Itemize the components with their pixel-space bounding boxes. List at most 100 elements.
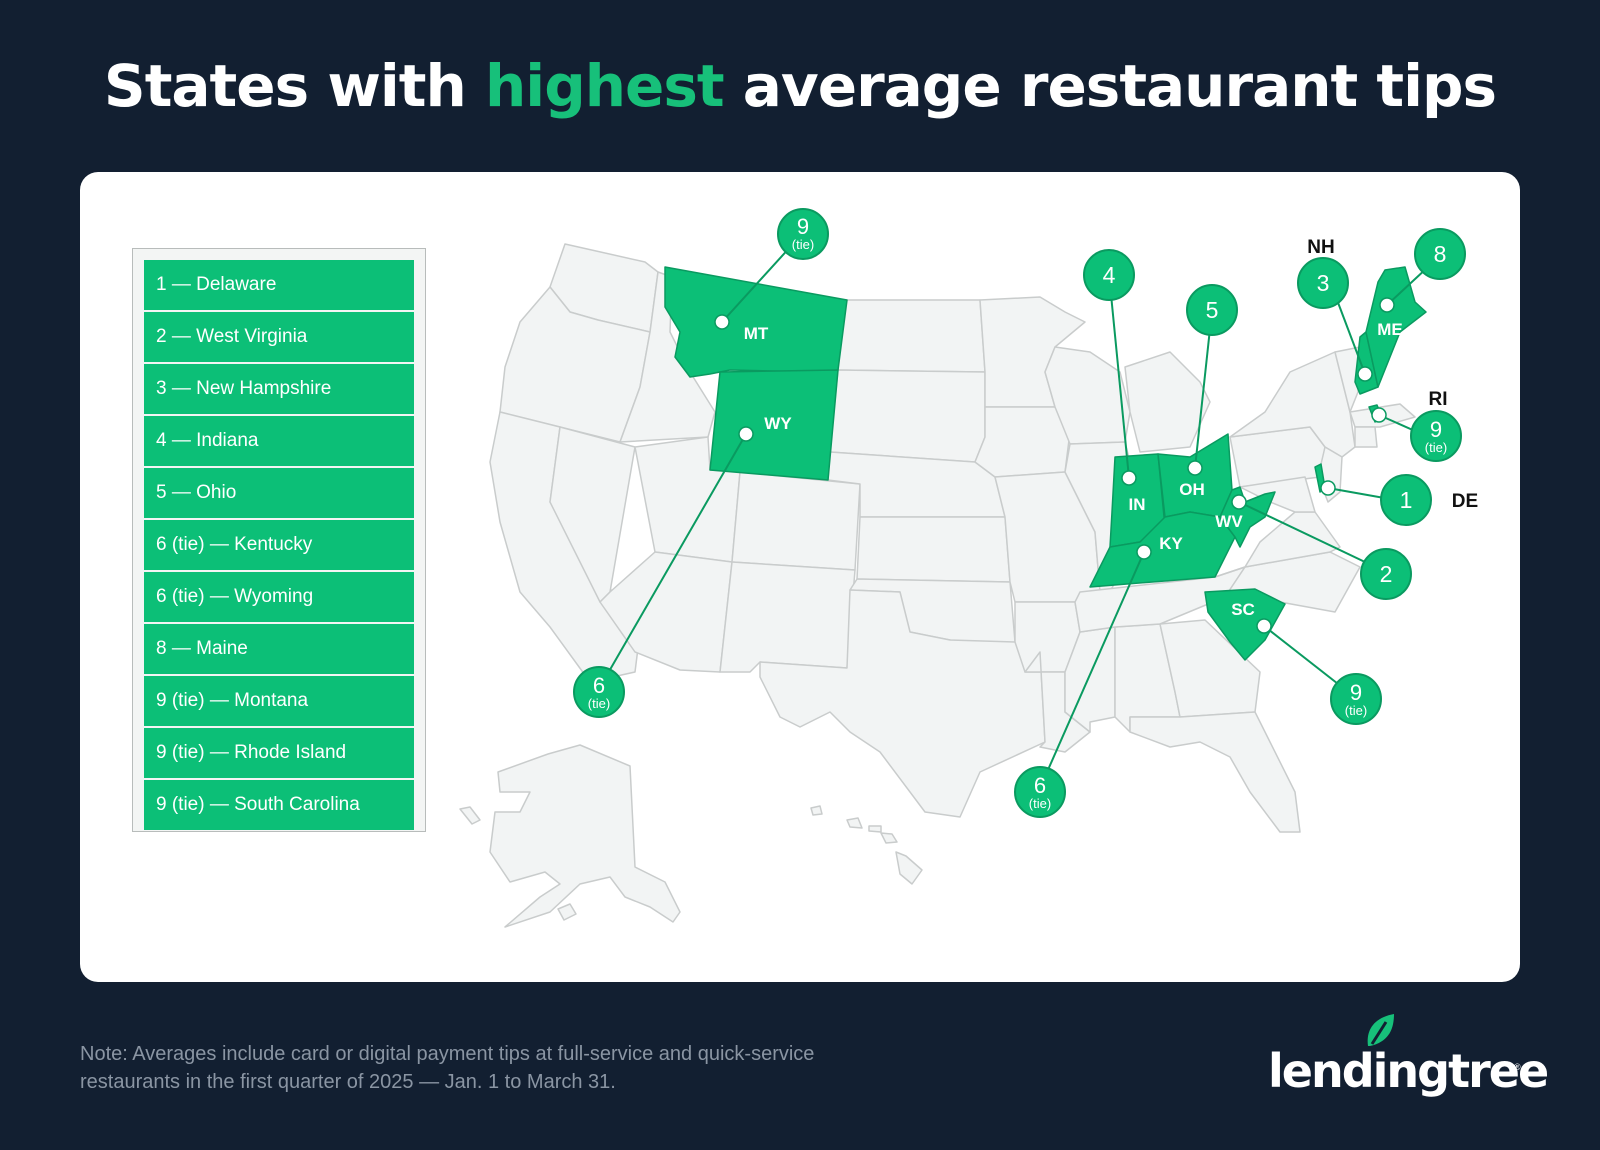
svg-text:(tie): (tie): [1029, 796, 1051, 811]
rank-badge-de: 1: [1380, 474, 1432, 526]
legend-item: 1 — Delaware: [144, 260, 414, 310]
legend-item: 3 — New Hampshire: [144, 364, 414, 414]
label-ky: KY: [1159, 534, 1183, 553]
dot-ri: [1371, 407, 1387, 423]
dot-de: [1320, 480, 1336, 496]
ak-island: [459, 806, 481, 825]
rank-badge-ky: 6 (tie): [1014, 766, 1066, 818]
dot-mt: [714, 314, 730, 330]
legend-item: 6 (tie) — Kentucky: [144, 520, 414, 570]
state-ct: [1354, 426, 1378, 448]
svg-text:9: 9: [797, 214, 809, 239]
footnote-line-1: Note: Averages include card or digital p…: [80, 1043, 815, 1065]
footnote-line-2: restaurants in the first quarter of 2025…: [80, 1071, 616, 1093]
state-sc-highlighted: [1204, 588, 1286, 661]
dot-ky: [1136, 544, 1152, 560]
state-wy-highlighted: [709, 369, 839, 481]
state-sd: [829, 369, 986, 463]
label-wv: WV: [1215, 512, 1243, 531]
legend-item: 5 — Ohio: [144, 468, 414, 518]
svg-text:6: 6: [593, 673, 605, 698]
legend-item: 8 — Maine: [144, 624, 414, 674]
state-ny: [1229, 351, 1356, 458]
svg-text:5: 5: [1206, 297, 1219, 323]
rank-badge-nh: 3: [1297, 257, 1349, 309]
ext-label-nh: NH: [1307, 237, 1334, 258]
svg-text:6: 6: [1034, 773, 1046, 798]
state-nm: [719, 561, 856, 673]
dot-oh: [1187, 460, 1203, 476]
state-hi-2: [846, 817, 863, 829]
ext-label-de: DE: [1452, 491, 1478, 512]
label-oh: OH: [1179, 480, 1205, 499]
state-ak: [489, 744, 681, 928]
state-vt: [1334, 346, 1361, 413]
label-mt: MT: [744, 324, 769, 343]
legend-item: 6 (tie) — Wyoming: [144, 572, 414, 622]
label-in: IN: [1129, 495, 1146, 514]
rank-badge-mt: 9 (tie): [777, 208, 829, 260]
legend-item: 4 — Indiana: [144, 416, 414, 466]
dot-wy: [738, 426, 754, 442]
ak-island-2: [557, 903, 577, 921]
state-az: [599, 551, 733, 673]
registered-mark: ®: [1514, 1062, 1521, 1072]
label-sc: SC: [1231, 600, 1255, 619]
legend-item: 9 (tie) — Montana: [144, 676, 414, 726]
dot-wv: [1231, 494, 1247, 510]
svg-text:2: 2: [1380, 561, 1393, 587]
state-mt-highlighted: [664, 266, 848, 378]
rank-badge-in: 4: [1083, 249, 1135, 301]
state-co: [731, 471, 861, 571]
state-hi-3: [868, 825, 882, 833]
dot-in: [1121, 470, 1137, 486]
svg-text:(tie): (tie): [792, 237, 814, 252]
svg-text:9: 9: [1350, 680, 1362, 705]
title-suffix: average restaurant tips: [723, 52, 1497, 120]
state-me-highlighted: [1365, 266, 1427, 388]
title-highlight: highest: [485, 52, 725, 120]
state-fl: [1129, 711, 1301, 833]
lendingtree-logo: lendingtree ®: [1268, 1014, 1549, 1104]
dot-nh: [1357, 366, 1373, 382]
legend-item: 2 — West Virginia: [144, 312, 414, 362]
map-card: MT WY IN OH KY WV SC ME NH RI DE 9 (tie)…: [80, 172, 1520, 982]
footnote: Note: Averages include card or digital p…: [80, 1040, 980, 1096]
title-prefix: States with: [103, 52, 486, 120]
rank-badge-sc: 9 (tie): [1330, 673, 1382, 725]
rank-badge-oh: 5: [1186, 284, 1238, 336]
page-title: States with highest average restaurant t…: [0, 52, 1600, 120]
us-map: MT WY IN OH KY WV SC ME NH RI DE 9 (tie)…: [459, 208, 1478, 928]
svg-text:1: 1: [1400, 487, 1413, 513]
dot-sc: [1256, 618, 1272, 634]
state-hi-5: [895, 851, 923, 885]
state-pa: [1229, 426, 1326, 488]
svg-text:9: 9: [1430, 417, 1442, 442]
state-hi-4: [880, 832, 898, 844]
state-nd: [837, 299, 986, 373]
label-me: ME: [1377, 320, 1403, 339]
svg-text:(tie): (tie): [588, 696, 610, 711]
svg-text:4: 4: [1103, 262, 1116, 288]
rank-badge-me: 8: [1414, 228, 1466, 280]
dot-me: [1379, 297, 1395, 313]
svg-text:8: 8: [1434, 241, 1447, 267]
rank-badge-wv: 2: [1360, 548, 1412, 600]
state-ks: [856, 516, 1011, 583]
leaf-icon: [1367, 1014, 1394, 1046]
legend-item: 9 (tie) — Rhode Island: [144, 728, 414, 778]
rank-badge-ri: 9 (tie): [1410, 410, 1462, 462]
svg-text:3: 3: [1317, 270, 1330, 296]
rank-badge-wy: 6 (tie): [573, 666, 625, 718]
state-tx: [759, 589, 1046, 818]
logo-wordmark: lendingtree: [1268, 1044, 1549, 1098]
state-hi-1: [810, 805, 823, 816]
label-wy: WY: [764, 414, 792, 433]
state-ia: [974, 406, 1071, 478]
svg-text:(tie): (tie): [1345, 703, 1367, 718]
state-mi: [1124, 351, 1211, 453]
ranking-legend: 1 — Delaware 2 — West Virginia 3 — New H…: [132, 248, 426, 832]
ext-label-ri: RI: [1429, 389, 1448, 410]
svg-text:(tie): (tie): [1425, 440, 1447, 455]
legend-item: 9 (tie) — South Carolina: [144, 780, 414, 830]
